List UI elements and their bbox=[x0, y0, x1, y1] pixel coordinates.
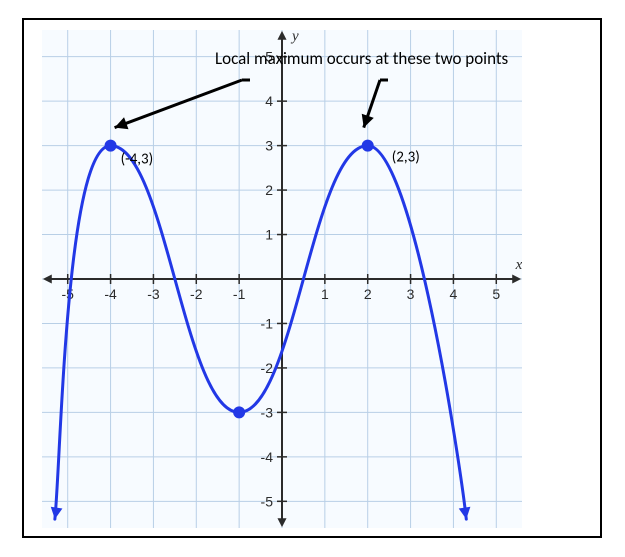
svg-text:1: 1 bbox=[265, 227, 273, 243]
svg-text:2: 2 bbox=[364, 286, 372, 302]
svg-text:4: 4 bbox=[265, 93, 273, 109]
svg-text:-4: -4 bbox=[261, 449, 274, 465]
point-label: (2,3) bbox=[392, 149, 420, 167]
svg-text:2: 2 bbox=[265, 182, 273, 198]
point-label: (-4,3) bbox=[121, 151, 154, 169]
svg-text:-1: -1 bbox=[261, 315, 274, 331]
svg-text:-5: -5 bbox=[261, 493, 274, 509]
plot-svg: -5-4-3-2-112345-5-4-3-2-112345xy(-4,3)(2… bbox=[42, 30, 522, 528]
svg-text:4: 4 bbox=[450, 286, 458, 302]
svg-text:-2: -2 bbox=[190, 286, 203, 302]
svg-text:-1: -1 bbox=[233, 286, 246, 302]
svg-text:3: 3 bbox=[407, 286, 415, 302]
svg-text:3: 3 bbox=[265, 138, 273, 154]
svg-text:-3: -3 bbox=[261, 404, 274, 420]
figure-container: -5-4-3-2-112345-5-4-3-2-112345xy(-4,3)(2… bbox=[0, 0, 625, 557]
svg-text:-3: -3 bbox=[147, 286, 160, 302]
svg-text:y: y bbox=[290, 30, 299, 45]
svg-text:-4: -4 bbox=[104, 286, 117, 302]
svg-text:5: 5 bbox=[492, 286, 500, 302]
svg-text:x: x bbox=[515, 257, 522, 273]
plot-area: -5-4-3-2-112345-5-4-3-2-112345xy(-4,3)(2… bbox=[42, 30, 522, 528]
svg-text:1: 1 bbox=[321, 286, 329, 302]
svg-text:-2: -2 bbox=[261, 360, 274, 376]
annotation-label: Local maximum occurs at these two points bbox=[215, 48, 508, 69]
